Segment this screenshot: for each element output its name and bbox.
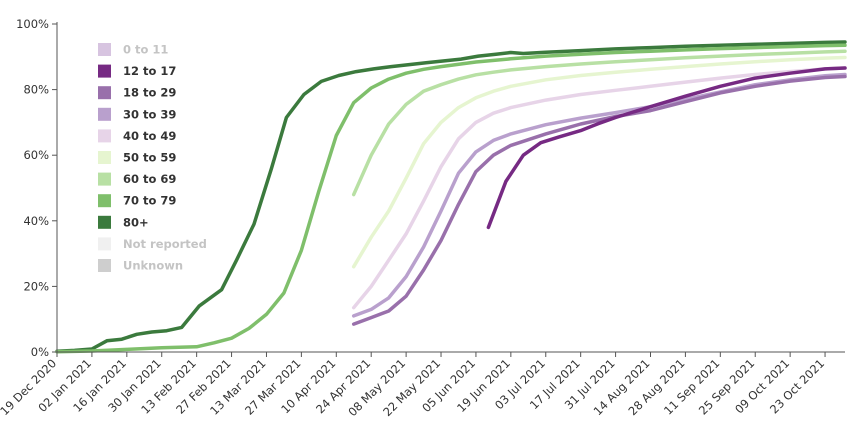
legend-swatch [98,151,111,164]
legend-label: 50 to 59 [123,151,176,165]
legend-swatch [98,259,111,272]
series-line-60-to-69 [351,49,847,197]
legend-swatch [98,215,111,229]
y-tick-label: 0% [31,345,49,359]
legend-label: 12 to 17 [123,64,176,78]
legend-swatch [98,107,111,121]
series-line-40-to-49 [351,66,847,310]
legend-label: 70 to 79 [123,194,176,208]
legend-swatch [98,43,111,56]
y-tick-label: 20% [23,279,49,293]
legend-swatch [98,64,111,78]
y-tick-label: 40% [23,214,49,228]
legend-label: 80+ [123,215,149,229]
series-line-50-to-59 [351,55,847,269]
series-line-70-to-79 [55,43,847,354]
legend-swatch [98,129,111,143]
legend-label: 30 to 39 [123,107,176,121]
legend-swatch [98,237,111,251]
legend-label: 18 to 29 [123,86,176,100]
legend-label: 40 to 49 [123,129,176,143]
series-layer [55,40,847,354]
y-tick-label: 80% [23,83,49,97]
series-line-80 [55,40,847,354]
legend-label: 0 to 11 [123,43,168,57]
series-line-12-to-17 [486,66,847,230]
series-line-18-to-29 [351,74,847,326]
legend-label: Unknown [123,259,183,273]
legend-swatch [98,172,111,186]
legend-label: Not reported [123,237,207,251]
legend-swatch [98,194,111,208]
legend-swatch [98,86,111,100]
y-tick-label: 60% [23,148,49,162]
legend: 0 to 11 12 to 17 18 to 29 30 to 39 40 to 49 5… [98,43,207,273]
legend-label: 60 to 69 [123,172,176,186]
y-tick-label: 100% [16,17,49,31]
